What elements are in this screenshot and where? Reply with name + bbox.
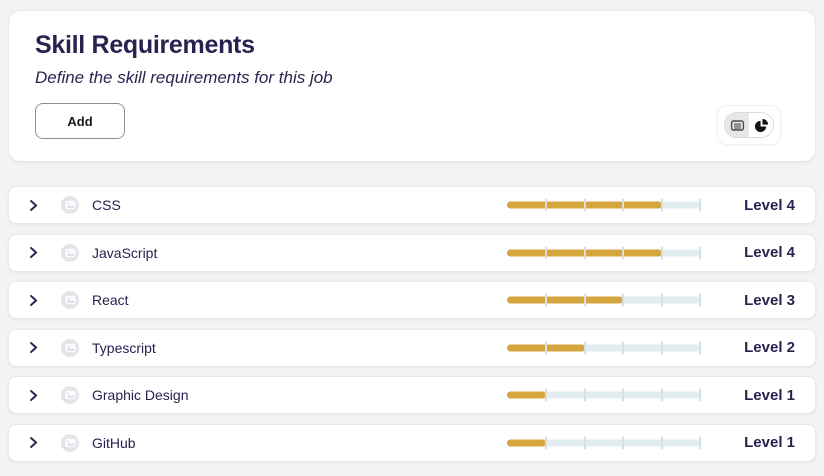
skill-row: CSS Level 4	[8, 186, 816, 224]
page-subtitle: Define the skill requirements for this j…	[35, 68, 333, 87]
skill-row: GitHub Level 1	[8, 423, 816, 462]
slider-tick	[699, 246, 701, 259]
view-toggle	[717, 105, 781, 145]
slider-tick	[699, 341, 701, 354]
slider-tick	[544, 436, 547, 449]
slider-tick	[544, 388, 547, 402]
slider-tick	[583, 293, 586, 307]
skill-name: GitHub	[92, 434, 136, 451]
slider-tick	[622, 293, 625, 307]
pie-chart-icon	[754, 118, 769, 133]
skill-level-label: Level 1	[744, 386, 795, 404]
chevron-right-icon[interactable]	[26, 293, 40, 307]
slider-tick	[622, 436, 625, 449]
slider-tick	[661, 341, 664, 354]
list-view-toggle-button[interactable]	[725, 113, 749, 137]
skill-level-slider[interactable]	[507, 245, 701, 261]
skill-requirements-panel: Skill Requirements Define the skill requ…	[8, 10, 816, 162]
skill-list: CSS Level 4 JavaScript Level 4	[8, 186, 816, 471]
slider-tick	[583, 246, 586, 259]
skill-image-placeholder-icon	[61, 433, 79, 452]
chart-view-toggle-button[interactable]	[749, 113, 773, 137]
slider-track	[507, 439, 701, 446]
skill-image-placeholder-icon	[61, 243, 79, 262]
slider-tick	[544, 198, 547, 212]
skill-image-placeholder-icon	[61, 338, 79, 357]
skill-level-label: Level 4	[744, 196, 795, 214]
skill-image-placeholder-icon	[61, 386, 79, 404]
slider-tick	[622, 198, 625, 212]
skill-name: Typescript	[92, 339, 156, 356]
skill-level-slider[interactable]	[507, 387, 701, 403]
skill-row: Graphic Design Level 1	[8, 376, 816, 414]
slider-tick	[699, 388, 701, 402]
slider-tick	[661, 436, 664, 449]
slider-tick	[544, 293, 547, 307]
slider-tick	[583, 341, 586, 354]
skill-level-label: Level 1	[744, 434, 795, 451]
slider-tick	[661, 293, 664, 307]
skill-level-label: Level 2	[744, 339, 795, 356]
chevron-right-icon[interactable]	[26, 198, 40, 212]
slider-tick	[544, 341, 547, 354]
skill-image-placeholder-icon	[61, 196, 79, 214]
chevron-right-icon[interactable]	[26, 341, 40, 355]
slider-tick	[661, 246, 664, 259]
slider-tick	[622, 246, 625, 259]
skill-level-slider[interactable]	[507, 435, 701, 451]
page-title: Skill Requirements	[35, 31, 255, 59]
slider-fill	[507, 296, 624, 304]
slider-fill	[507, 439, 546, 446]
chevron-right-icon[interactable]	[26, 388, 40, 402]
slider-tick	[661, 388, 664, 402]
slider-fill	[507, 391, 546, 399]
skill-row: JavaScript Level 4	[8, 233, 816, 272]
skill-name: Graphic Design	[92, 387, 189, 403]
slider-tick	[583, 198, 586, 212]
add-button[interactable]: Add	[35, 103, 125, 139]
view-toggle-pill	[724, 112, 774, 138]
slider-tick	[699, 293, 701, 307]
chevron-right-icon[interactable]	[26, 246, 40, 260]
slider-tick	[699, 436, 701, 449]
skill-level-slider[interactable]	[507, 292, 701, 308]
skill-row: React Level 3	[8, 281, 816, 319]
slider-track	[507, 344, 701, 351]
skill-level-slider[interactable]	[507, 197, 701, 213]
chevron-right-icon[interactable]	[26, 436, 40, 450]
skill-level-label: Level 3	[744, 291, 795, 309]
skill-name: CSS	[92, 197, 121, 213]
slider-tick	[583, 436, 586, 449]
skill-level-slider[interactable]	[507, 340, 701, 356]
slider-tick	[544, 246, 547, 259]
slider-tick	[622, 388, 625, 402]
slider-tick	[661, 198, 664, 212]
skill-image-placeholder-icon	[61, 291, 79, 309]
slider-tick	[699, 198, 701, 212]
list-card-icon	[730, 118, 745, 133]
skill-level-label: Level 4	[744, 244, 795, 261]
slider-track	[507, 391, 701, 399]
skill-name: JavaScript	[92, 244, 158, 261]
slider-tick	[583, 388, 586, 402]
slider-tick	[622, 341, 625, 354]
skill-row: Typescript Level 2	[8, 328, 816, 367]
skill-name: React	[92, 292, 129, 308]
